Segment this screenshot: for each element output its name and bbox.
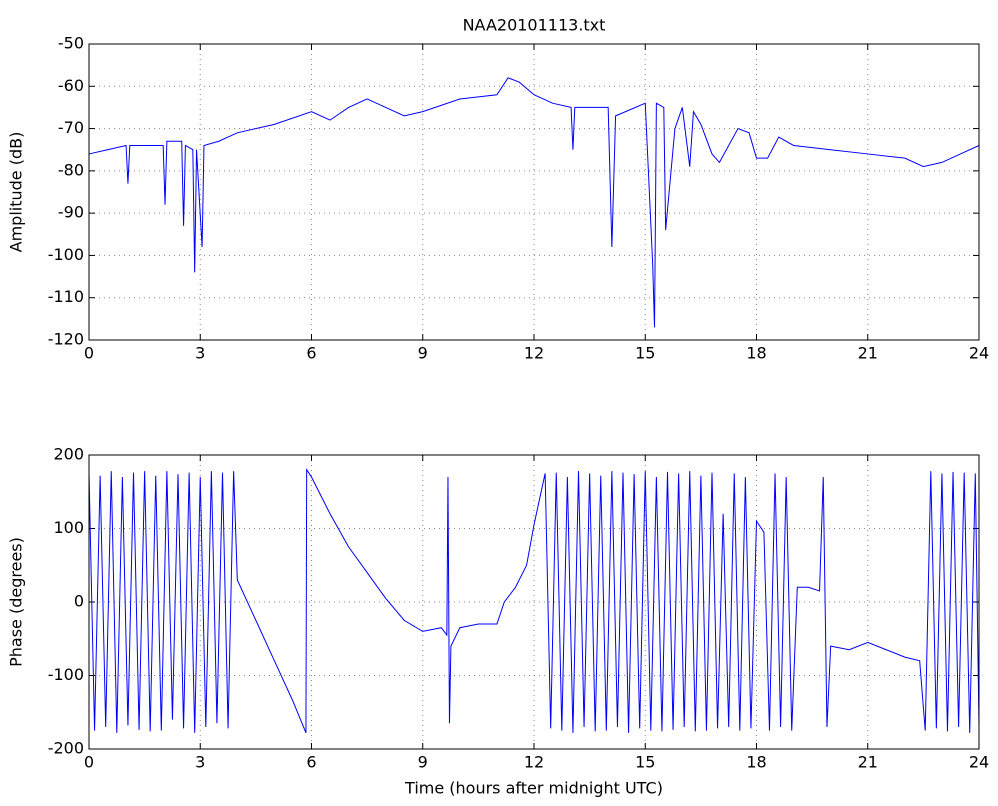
- axes-box: [88, 454, 980, 750]
- axes-box: [88, 43, 980, 341]
- y-tick-label: -50: [58, 34, 84, 53]
- x-tick-label: 3: [195, 753, 205, 772]
- y-tick-label: 0: [74, 592, 84, 611]
- y-tick-label: -100: [48, 245, 84, 264]
- x-tick-label: 18: [746, 344, 766, 363]
- x-tick-label: 0: [84, 344, 94, 363]
- y-tick-label: -200: [48, 739, 84, 758]
- y-tick-label: -120: [48, 330, 84, 349]
- x-tick-label: 12: [524, 344, 544, 363]
- y-tick-label: 100: [53, 518, 84, 537]
- x-tick-label: 24: [969, 753, 989, 772]
- x-axis-label: Time (hours after midnight UTC): [404, 779, 663, 798]
- x-tick-label: 18: [746, 753, 766, 772]
- y-axis-label: Phase (degrees): [7, 537, 26, 667]
- x-tick-label: 6: [306, 344, 316, 363]
- x-tick-label: 15: [635, 344, 655, 363]
- x-tick-label: 24: [969, 344, 989, 363]
- x-tick-label: 0: [84, 753, 94, 772]
- y-tick-label: 200: [53, 445, 84, 464]
- x-tick-label: 15: [635, 753, 655, 772]
- y-tick-label: -70: [58, 118, 84, 137]
- x-tick-label: 12: [524, 753, 544, 772]
- y-tick-label: -60: [58, 76, 84, 95]
- y-axis-label: Amplitude (dB): [7, 132, 26, 253]
- x-tick-label: 9: [418, 753, 428, 772]
- x-tick-label: 6: [306, 753, 316, 772]
- x-tick-label: 9: [418, 344, 428, 363]
- data-line: [88, 77, 980, 328]
- x-tick-label: 21: [858, 344, 878, 363]
- y-tick-label: -100: [48, 665, 84, 684]
- chart-title: NAA20101113.txt: [463, 16, 606, 35]
- y-tick-label: -110: [48, 287, 84, 306]
- x-tick-label: 21: [858, 753, 878, 772]
- y-tick-label: -90: [58, 203, 84, 222]
- y-tick-label: -80: [58, 160, 84, 179]
- data-line: [88, 468, 980, 734]
- x-tick-label: 3: [195, 344, 205, 363]
